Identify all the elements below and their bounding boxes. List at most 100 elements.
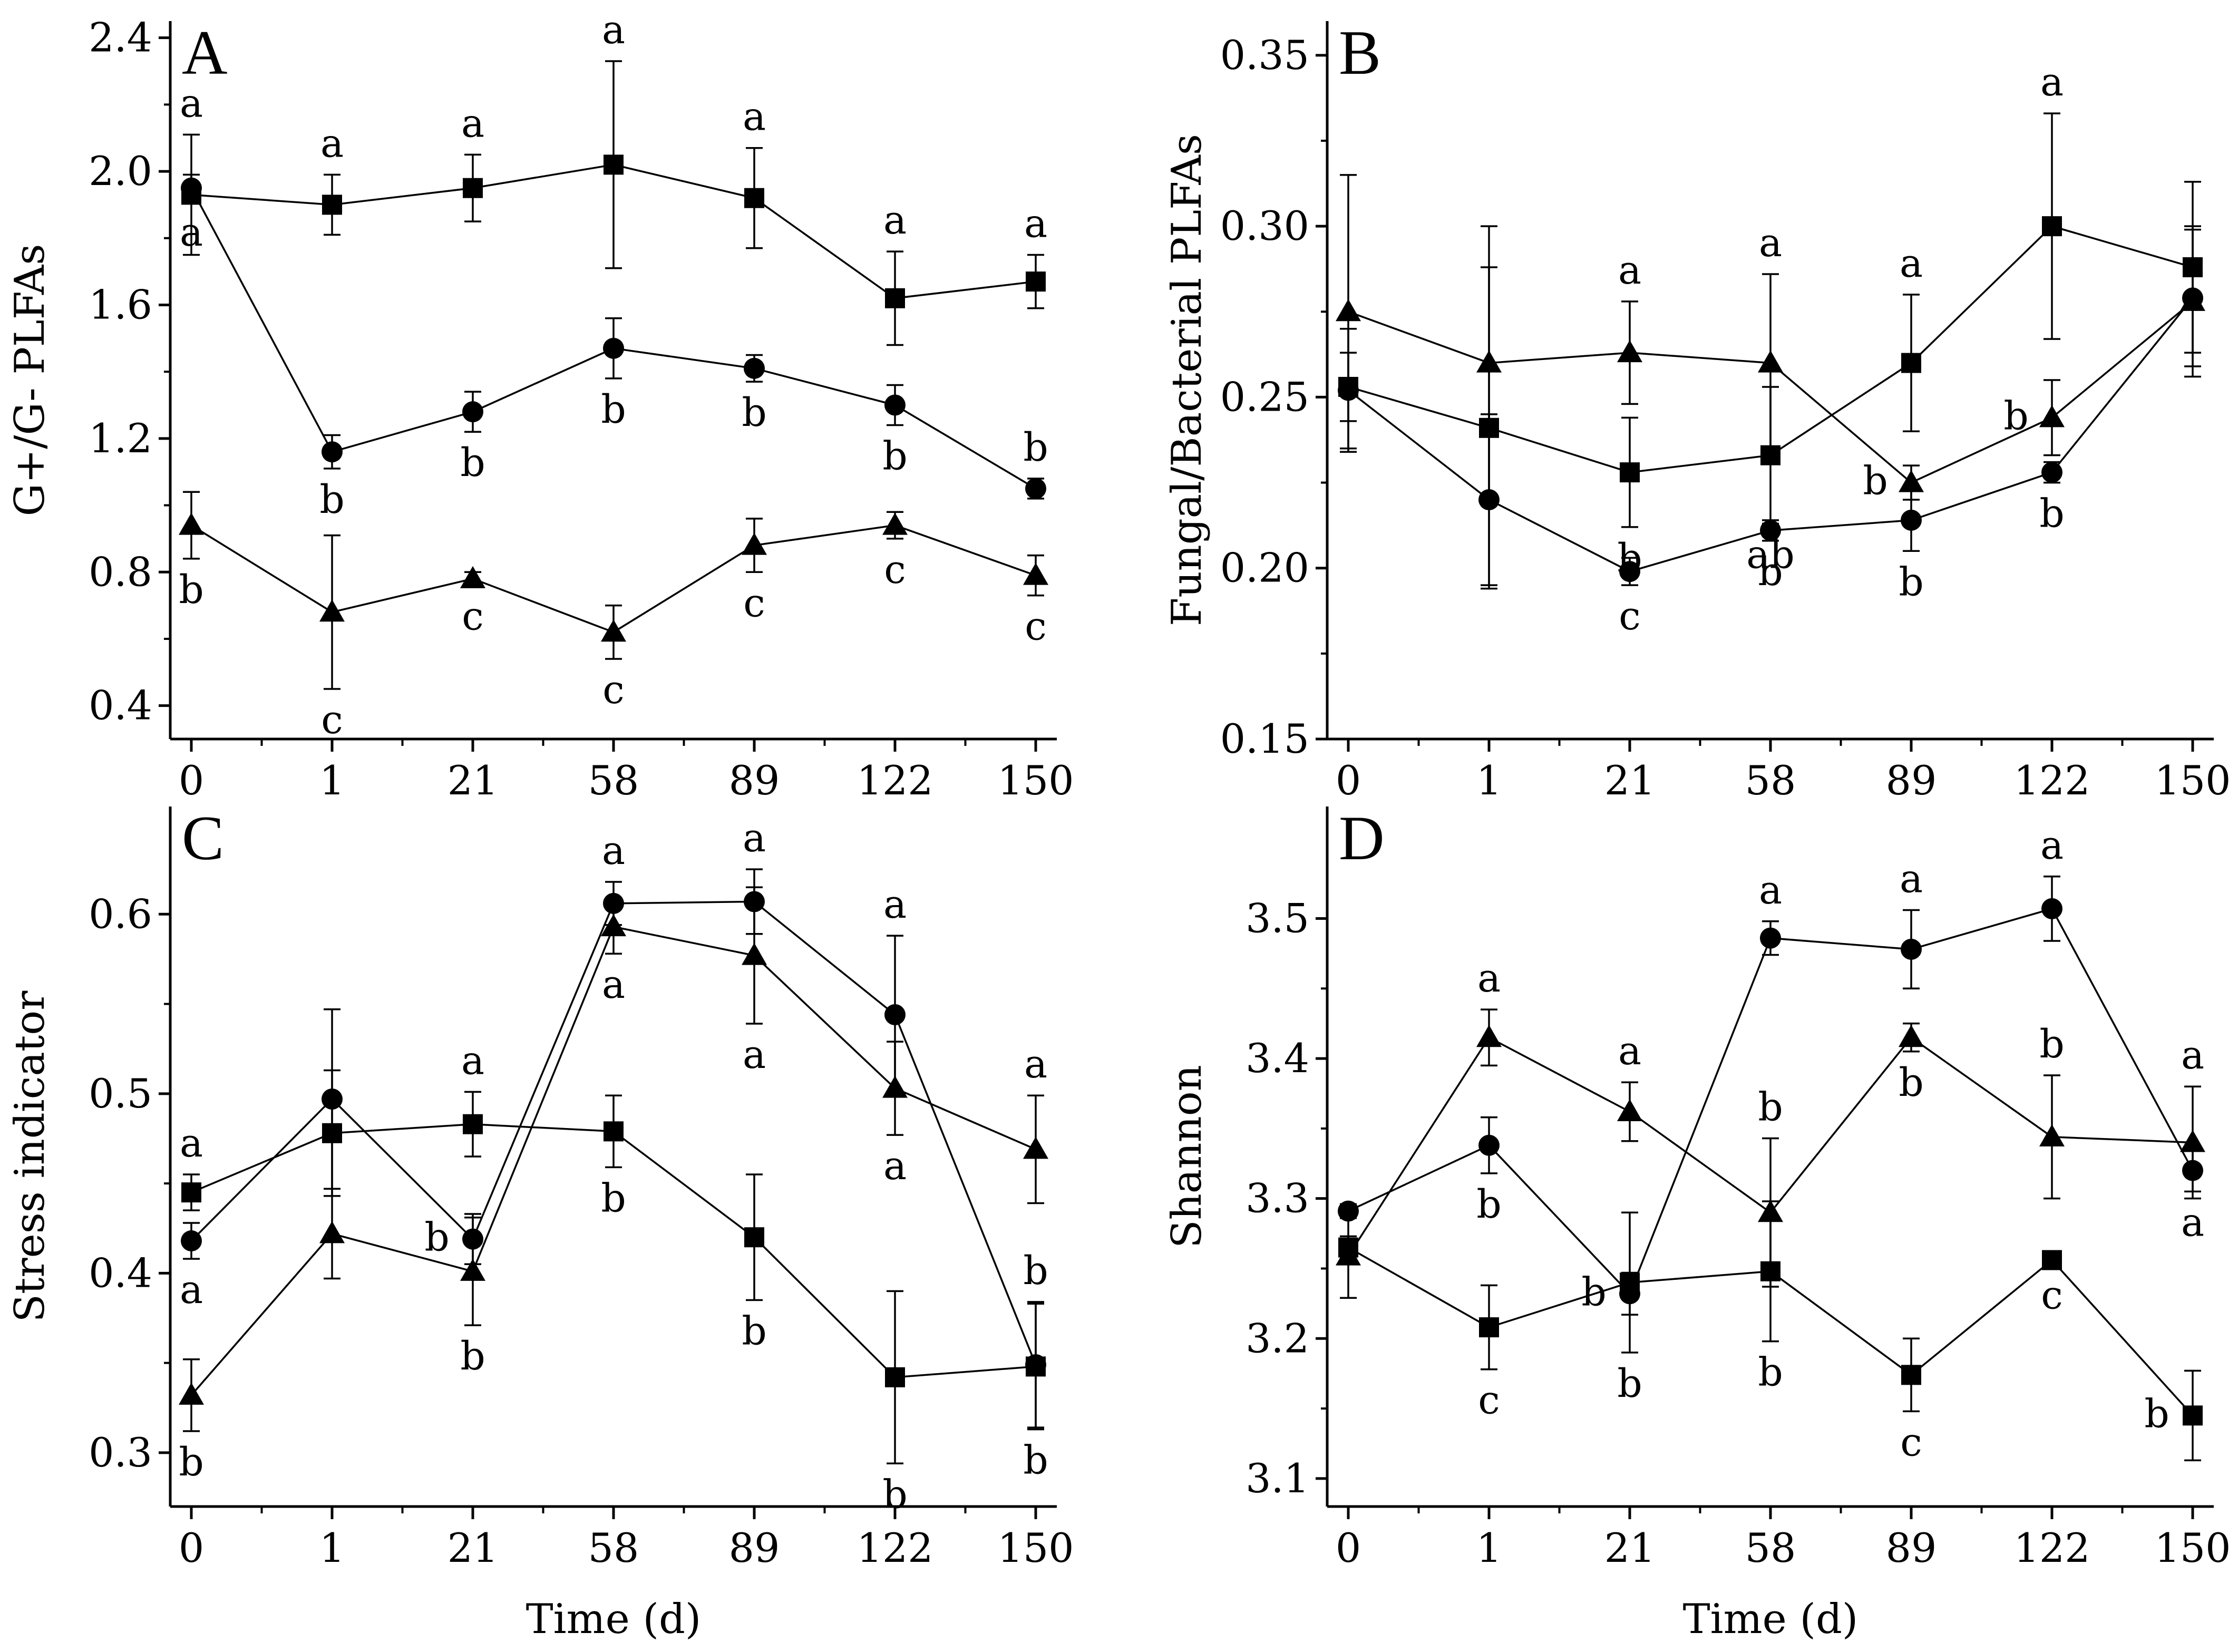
significance-label: b	[1617, 1361, 1642, 1406]
data-point-circle	[884, 1004, 906, 1025]
y-tick-label: 0.3	[89, 1429, 152, 1476]
significance-label: c	[2041, 1273, 2062, 1318]
y-tick-label: 0.8	[89, 548, 152, 595]
data-point-square	[463, 1114, 483, 1134]
y-axis-title: Shannon	[1163, 1065, 1211, 1248]
significance-label: b	[2039, 1022, 2064, 1067]
significance-label: b	[1758, 1084, 1783, 1130]
data-point-triangle	[460, 1258, 485, 1281]
significance-label: b	[2039, 491, 2064, 537]
data-point-square	[744, 188, 764, 208]
x-tick-label: 122	[2013, 757, 2090, 804]
data-point-square	[181, 1182, 201, 1203]
significance-label: a	[1618, 248, 1641, 293]
series-triangle: b c c c c c c	[179, 491, 1048, 743]
significance-label: b	[319, 477, 344, 522]
significance-label: b	[2144, 1391, 2169, 1436]
significance-label: b	[1899, 559, 1923, 605]
panel-d: D 3.1 3.2 3.3 3.4 3.5 0 1 21 58 89 122 150 Shannon Tim…	[1163, 803, 2231, 1643]
significance-label: b	[1023, 1248, 1048, 1294]
data-point-circle	[2041, 462, 2062, 483]
x-tick-label: 21	[1604, 1524, 1656, 1571]
data-point-circle	[322, 441, 343, 463]
data-point-square	[322, 195, 342, 215]
significance-label: a	[2181, 1200, 2204, 1245]
significance-label: c	[1025, 604, 1046, 649]
significance-label: b	[882, 434, 907, 479]
x-tick-label: 21	[447, 757, 499, 804]
x-tick-label: 58	[588, 757, 639, 804]
x-tick-label: 89	[1886, 1524, 1937, 1571]
significance-label: a	[883, 882, 907, 927]
x-tick-label: 89	[1886, 757, 1937, 804]
data-point-triangle	[1899, 1025, 1924, 1047]
data-point-circle	[1760, 927, 1781, 949]
y-axis-title: Fungal/Bacterial PLFAs	[1163, 134, 1211, 626]
data-point-triangle	[742, 532, 767, 555]
significance-label: a	[2181, 1033, 2204, 1078]
panel-b: B 0.15 0.20 0.25 0.30 0.35 0 1 21 58 89 122 150 Funga…	[1163, 17, 2231, 804]
data-point-triangle	[319, 599, 345, 622]
y-tick-label: 0.30	[1220, 202, 1309, 249]
significance-label: b	[1023, 425, 1048, 470]
y-tick-label: 0.6	[89, 890, 152, 937]
significance-label: b	[460, 1334, 485, 1379]
significance-label: c	[884, 547, 906, 592]
series-square: a a a a a a a	[180, 7, 1047, 346]
x-tick-label: 58	[588, 1524, 639, 1571]
panel-letter: D	[1339, 803, 1385, 873]
significance-label: c	[743, 580, 765, 626]
y-tick-label: 2.4	[89, 14, 152, 61]
x-tick-label: 0	[179, 757, 204, 804]
data-point-triangle	[2180, 288, 2205, 311]
x-tick-label: 21	[1604, 757, 1656, 804]
data-point-circle	[1760, 520, 1781, 541]
data-point-square	[2042, 1250, 2062, 1270]
significance-label: c	[321, 697, 343, 743]
series-triangle: b b a a a a	[179, 886, 1048, 1485]
data-point-triangle	[2039, 405, 2065, 427]
data-point-square	[604, 1121, 624, 1142]
significance-label: a	[602, 828, 625, 873]
significance-label: b	[2003, 393, 2028, 439]
data-point-square	[744, 1227, 764, 1248]
data-point-triangle	[1476, 350, 1502, 373]
significance-label: b	[179, 567, 203, 613]
y-tick-label: 1.2	[89, 415, 152, 462]
y-tick-label: 0.35	[1220, 32, 1309, 79]
x-tick-label: 122	[2013, 1524, 2090, 1571]
x-tick-label: 0	[1336, 757, 1361, 804]
x-tick-label: 58	[1745, 757, 1796, 804]
significance-label: a	[1759, 868, 1782, 913]
x-tick-label: 122	[857, 1524, 933, 1571]
data-point-triangle	[1617, 340, 1642, 363]
y-tick-label: 3.2	[1246, 1315, 1309, 1362]
y-tick-label: 1.6	[89, 281, 152, 328]
data-point-square	[1620, 462, 1640, 483]
significance-label: c	[602, 667, 624, 713]
x-tick-label: 21	[447, 1524, 499, 1571]
data-point-triangle	[601, 619, 626, 642]
data-point-circle	[2041, 898, 2062, 919]
panel-letter: A	[182, 17, 228, 88]
significance-label: a	[180, 1121, 203, 1166]
data-point-circle	[322, 1089, 343, 1110]
significance-label: b	[1581, 1269, 1606, 1315]
data-point-circle	[1025, 1354, 1046, 1375]
significance-label: c	[1619, 594, 1640, 639]
data-point-circle	[1619, 561, 1640, 582]
significance-label: a	[461, 1038, 484, 1083]
data-point-square	[1479, 1317, 1499, 1338]
x-tick-label: 150	[2154, 1524, 2231, 1571]
significance-label: b	[424, 1215, 449, 1260]
significance-label: b	[1758, 549, 1783, 595]
data-point-triangle	[1336, 299, 1361, 322]
significance-label: b	[882, 1472, 907, 1517]
series-circle: a b b b b b b	[180, 173, 1048, 522]
data-point-triangle	[1758, 1200, 1783, 1222]
significance-label: a	[1477, 956, 1501, 1001]
significance-label: c	[1900, 1420, 1922, 1465]
significance-label: a	[1900, 241, 1923, 286]
significance-label: b	[1758, 1350, 1783, 1395]
